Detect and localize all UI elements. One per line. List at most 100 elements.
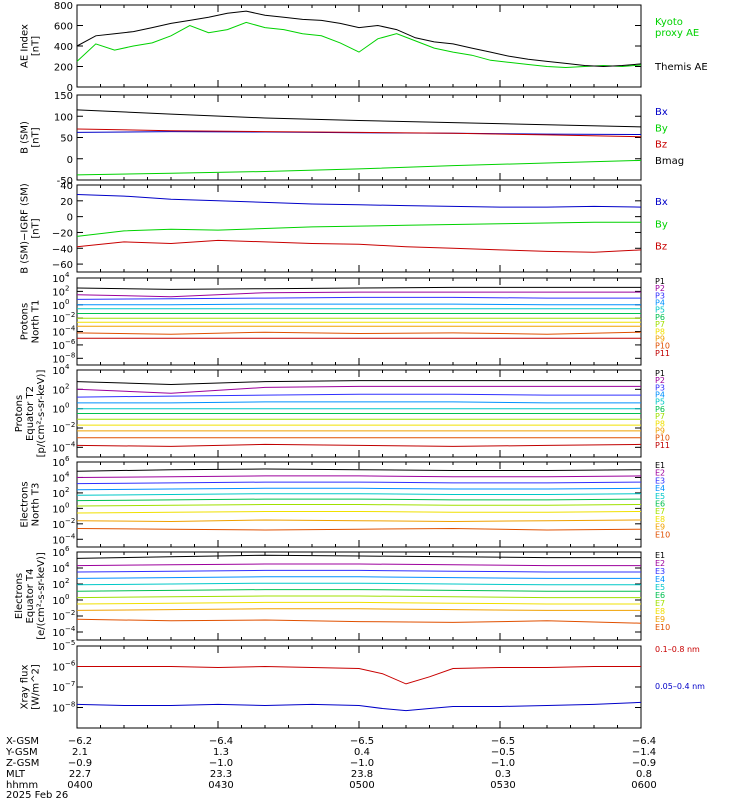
legend-ae-1: Themis AE bbox=[654, 62, 708, 73]
series-line-xray-1 bbox=[76, 701, 642, 712]
legend-ee-7: E8 bbox=[655, 607, 665, 616]
legend-pn-6: P7 bbox=[655, 320, 665, 329]
legend-ee-0: E1 bbox=[655, 551, 665, 560]
legend-bsm-1: By bbox=[655, 123, 668, 134]
ylabel-pe-1: Equator T2 bbox=[25, 386, 36, 441]
ytick-exp-pe-3: −2 bbox=[65, 421, 75, 429]
legend-pe-10: P11 bbox=[655, 441, 670, 450]
series-line-pe-3 bbox=[77, 401, 641, 404]
ytick-label-pn-1: 10 bbox=[52, 287, 65, 298]
legend-pn-9: P10 bbox=[655, 342, 670, 351]
legend-en-7: E8 bbox=[655, 515, 665, 524]
ytick-label-bsm-0: 150 bbox=[54, 91, 73, 102]
ytick-exp-ee-4: −2 bbox=[65, 609, 75, 617]
ytick-label-pe-3: 10 bbox=[52, 424, 65, 435]
legend-en-1: E2 bbox=[655, 469, 665, 478]
legend-en-6: E7 bbox=[655, 507, 665, 516]
series-line-bigrf-2 bbox=[76, 239, 642, 253]
ytick-exp-pn-2: 0 bbox=[65, 298, 69, 306]
ytick-label-pn-4: 10 bbox=[52, 328, 65, 339]
ytick-label-ee-0: 10 bbox=[52, 548, 65, 559]
ephem-val-0-1: 2.1 bbox=[72, 747, 88, 758]
series-line-ee-9 bbox=[76, 618, 642, 624]
series-line-bigrf-0 bbox=[76, 194, 642, 208]
ephem-val-2-3: 23.8 bbox=[351, 769, 373, 780]
legend-ae-0: Kyoto bbox=[655, 17, 683, 28]
ytick-label-ae-1: 600 bbox=[54, 22, 73, 33]
ytick-label-bsm-4: -50 bbox=[57, 176, 73, 187]
ephem-row-1: Y-GSM bbox=[5, 747, 38, 758]
panel-frame-xray bbox=[76, 645, 642, 729]
ephem-val-1-3: 23.3 bbox=[210, 769, 232, 780]
series-line-en-2 bbox=[76, 481, 642, 485]
ytick-label-ee-5: 10 bbox=[52, 628, 65, 639]
series-line-pe-10 bbox=[76, 443, 642, 447]
legend-en-0: E1 bbox=[655, 461, 665, 470]
series-line-en-0 bbox=[76, 468, 642, 472]
ytick-label-ee-4: 10 bbox=[52, 612, 65, 623]
ephem-val-4-4: 0600 bbox=[631, 780, 656, 791]
ylabel-bigrf-1: [nT] bbox=[31, 218, 42, 238]
ephem-val-4-2: −0.9 bbox=[632, 758, 656, 769]
ylabel-bsm-0: B (SM) bbox=[20, 121, 31, 154]
panel-frame-bsm bbox=[76, 94, 642, 181]
legend-bsm-3: Bmag bbox=[655, 156, 684, 167]
series-line-ae-0 bbox=[76, 21, 642, 69]
ytick-exp-pn-0: 4 bbox=[65, 271, 70, 279]
ylabel-pn-0: Protons bbox=[20, 303, 31, 340]
ytick-label-ee-1: 10 bbox=[52, 564, 65, 575]
ephem-val-1-0: −6.4 bbox=[209, 736, 233, 747]
ylabel-bigrf-0: B (SM)−IGRF (SM) bbox=[20, 183, 31, 274]
legend-en-9: E10 bbox=[655, 530, 670, 539]
series-line-en-7 bbox=[76, 511, 642, 514]
ytick-exp-ee-1: 4 bbox=[65, 561, 70, 569]
legend-pn-5: P6 bbox=[655, 313, 665, 322]
ytick-label-pe-0: 10 bbox=[52, 366, 65, 377]
ytick-exp-pn-5: −6 bbox=[65, 338, 76, 346]
legend-en-8: E9 bbox=[655, 523, 665, 532]
ytick-exp-pe-2: 0 bbox=[65, 402, 69, 410]
ylabel-pe-2: [p/(cm²-s-sr-keV)] bbox=[36, 370, 47, 458]
ephem-val-0-2: −0.9 bbox=[68, 758, 92, 769]
ytick-label-pn-2: 10 bbox=[52, 301, 65, 312]
ytick-label-pe-4: 10 bbox=[52, 443, 65, 454]
ephem-val-3-3: 0.3 bbox=[495, 769, 511, 780]
legend-ee-3: E4 bbox=[655, 575, 665, 584]
series-line-pn-2 bbox=[76, 296, 641, 300]
ephem-val-3-2: −1.0 bbox=[491, 758, 515, 769]
ephem-val-1-2: −1.0 bbox=[209, 758, 233, 769]
series-line-en-6 bbox=[76, 504, 642, 507]
legend-pn-4: P5 bbox=[655, 306, 665, 315]
ephem-val-4-0: −6.4 bbox=[632, 736, 656, 747]
ytick-label-ae-2: 400 bbox=[54, 42, 73, 53]
ytick-exp-en-4: −2 bbox=[65, 517, 75, 525]
ytick-label-bigrf-4: −40 bbox=[52, 244, 73, 255]
series-line-en-5 bbox=[76, 498, 642, 502]
ephem-val-4-3: 0.8 bbox=[636, 769, 652, 780]
series-line-pe-2 bbox=[76, 393, 641, 398]
legend-pe-4: P5 bbox=[655, 398, 665, 407]
legend-pn-1: P2 bbox=[655, 284, 665, 293]
ytick-label-en-4: 10 bbox=[52, 520, 65, 531]
ytick-label-pe-1: 10 bbox=[52, 385, 65, 396]
series-line-pe-1 bbox=[76, 385, 641, 394]
ephem-val-0-3: 22.7 bbox=[69, 769, 91, 780]
ytick-label-pn-5: 10 bbox=[52, 341, 65, 352]
series-line-bsm-1 bbox=[76, 159, 642, 176]
series-line-en-8 bbox=[76, 519, 642, 523]
ytick-label-bigrf-2: 0 bbox=[67, 213, 73, 224]
ytick-exp-xray-3: −8 bbox=[65, 701, 75, 709]
ytick-exp-pe-1: 2 bbox=[65, 382, 69, 390]
series-line-ee-1 bbox=[76, 563, 641, 567]
ytick-label-bsm-2: 50 bbox=[60, 134, 73, 145]
legend-bsm-2: Bz bbox=[655, 140, 667, 151]
ytick-label-pn-6: 10 bbox=[52, 354, 65, 365]
legend-xray-0: 0.1–0.8 nm bbox=[655, 645, 700, 654]
series-line-ee-8 bbox=[76, 608, 641, 611]
ephem-val-2-4: 0500 bbox=[349, 780, 374, 791]
ytick-label-bigrf-0: 40 bbox=[60, 181, 73, 192]
ytick-exp-ee-5: −4 bbox=[65, 625, 76, 633]
legend-pe-5: P6 bbox=[655, 405, 665, 414]
ytick-exp-ee-0: 6 bbox=[65, 545, 70, 553]
